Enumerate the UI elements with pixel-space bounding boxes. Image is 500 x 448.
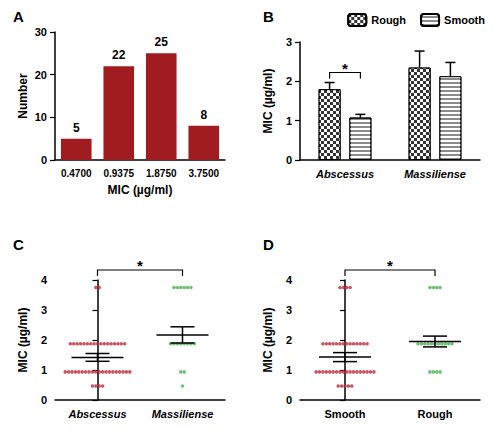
- svg-text:0: 0: [41, 154, 47, 166]
- svg-text:22: 22: [112, 48, 126, 62]
- svg-text:Massiliense: Massiliense: [404, 168, 466, 180]
- svg-text:Smooth: Smooth: [444, 14, 485, 26]
- svg-text:3: 3: [286, 36, 292, 48]
- svg-text:0.9375: 0.9375: [103, 168, 134, 179]
- svg-text:C: C: [13, 236, 24, 253]
- svg-text:Rough: Rough: [371, 14, 406, 26]
- svg-text:B: B: [263, 8, 274, 25]
- svg-text:4: 4: [41, 274, 48, 286]
- svg-text:2: 2: [286, 334, 292, 346]
- svg-text:3.7500: 3.7500: [188, 168, 219, 179]
- svg-text:2: 2: [41, 334, 47, 346]
- svg-text:1: 1: [286, 115, 292, 127]
- svg-text:Abscessus: Abscessus: [315, 168, 374, 180]
- svg-text:0: 0: [286, 154, 292, 166]
- svg-text:*: *: [387, 257, 393, 274]
- svg-text:5: 5: [73, 121, 80, 135]
- svg-text:D: D: [263, 236, 274, 253]
- svg-text:Massiliense: Massiliense: [152, 408, 214, 420]
- svg-text:Rough: Rough: [418, 408, 453, 420]
- svg-text:1: 1: [286, 364, 292, 376]
- svg-text:30: 30: [35, 26, 47, 38]
- svg-text:MIC (µg/ml): MIC (µg/ml): [108, 183, 173, 197]
- svg-text:8: 8: [200, 108, 207, 122]
- svg-text:MIC (µg/ml): MIC (µg/ml): [261, 69, 275, 134]
- svg-text:2: 2: [286, 75, 292, 87]
- svg-text:3: 3: [286, 304, 292, 316]
- svg-text:*: *: [137, 257, 143, 274]
- svg-text:Abscessus: Abscessus: [67, 408, 126, 420]
- svg-text:20: 20: [35, 69, 47, 81]
- svg-text:25: 25: [155, 35, 169, 49]
- svg-text:10: 10: [35, 111, 47, 123]
- svg-text:0: 0: [286, 394, 292, 406]
- svg-text:4: 4: [286, 274, 293, 286]
- svg-text:Smooth: Smooth: [325, 408, 366, 420]
- svg-text:MIC (µg/ml): MIC (µg/ml): [261, 308, 275, 373]
- svg-text:0.4700: 0.4700: [61, 168, 92, 179]
- svg-text:0: 0: [41, 394, 47, 406]
- svg-text:1: 1: [41, 364, 47, 376]
- svg-text:MIC (µg/ml): MIC (µg/ml): [16, 308, 30, 373]
- svg-text:Number: Number: [16, 73, 30, 119]
- svg-text:*: *: [342, 60, 348, 77]
- svg-text:3: 3: [41, 304, 47, 316]
- svg-text:1.8750: 1.8750: [146, 168, 177, 179]
- svg-text:A: A: [13, 8, 24, 25]
